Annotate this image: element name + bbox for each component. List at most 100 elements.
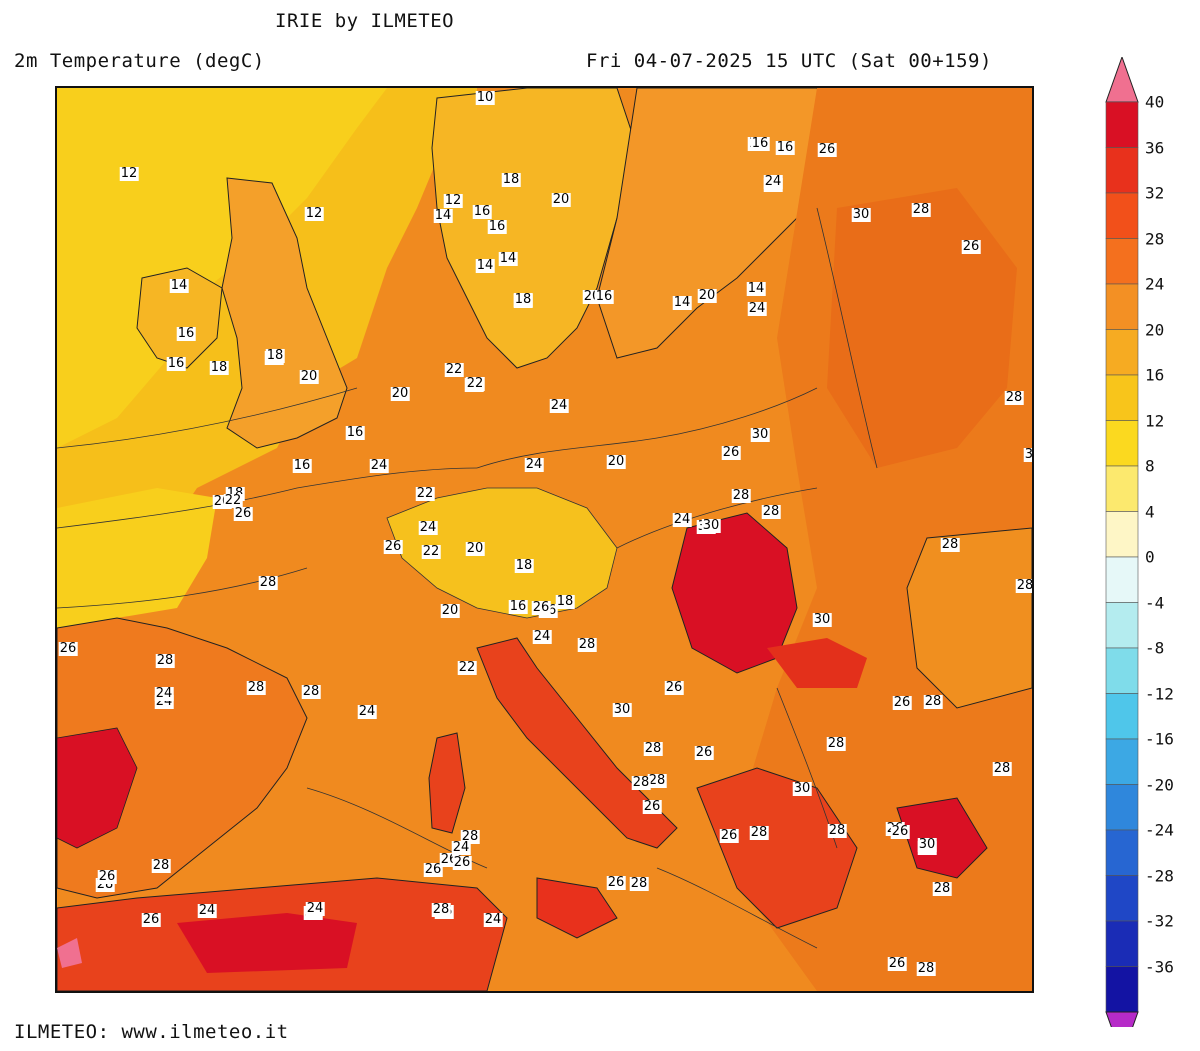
- colorbar-band: [1105, 829, 1139, 876]
- isotherm-label: 28: [916, 961, 936, 976]
- isotherm-label: 24: [357, 704, 377, 719]
- isotherm-label: 24: [369, 458, 389, 473]
- isotherm-label: 28: [827, 823, 847, 838]
- isotherm-label: 26: [97, 869, 117, 884]
- isotherm-label: 24: [483, 912, 503, 927]
- isotherm-label: 26: [58, 641, 78, 656]
- colorbar-tick-label: 32: [1145, 183, 1165, 203]
- isotherm-label: 20: [697, 288, 717, 303]
- turkey-hot-zone: [896, 797, 988, 879]
- colorbar-band: [1105, 374, 1139, 421]
- isotherm-label: 16: [508, 599, 528, 614]
- colorbar-band: [1105, 693, 1139, 740]
- isotherm-label: 26: [383, 539, 403, 554]
- isotherm-label: 26: [887, 956, 907, 971]
- isotherm-label: 26: [452, 855, 472, 870]
- colorbar-band: [1105, 192, 1139, 239]
- isotherm-label: 26: [606, 875, 626, 890]
- map-title: IRIE by ILMETEO: [275, 10, 455, 32]
- colorbar-tick-label: 0: [1145, 547, 1155, 567]
- isotherm-label: 14: [475, 258, 495, 273]
- isotherm-label: 16: [594, 289, 614, 304]
- isotherm-label: 26: [817, 142, 837, 157]
- isotherm-label: 26: [694, 745, 714, 760]
- isotherm-label: 28: [1004, 390, 1024, 405]
- isotherm-label: 12: [443, 193, 463, 208]
- isotherm-label: 28: [731, 488, 751, 503]
- isotherm-label: 18: [555, 594, 575, 609]
- isotherm-label: 28: [155, 653, 175, 668]
- isotherm-label: 28: [992, 761, 1012, 776]
- isotherm-label: 28: [940, 537, 960, 552]
- isotherm-label: 24: [418, 520, 438, 535]
- isotherm-label: 24: [549, 398, 569, 413]
- isotherm-label: 28: [911, 202, 931, 217]
- colorbar-tick-label: 8: [1145, 456, 1155, 476]
- isotherm-label: 30: [1023, 448, 1032, 462]
- isotherm-label: 26: [890, 824, 910, 839]
- isotherm-label: 30: [917, 837, 937, 852]
- colorbar-band: [1105, 875, 1139, 922]
- isotherm-label: 30: [701, 518, 721, 533]
- iberia: [57, 617, 308, 899]
- alps-cool-zone: [386, 487, 618, 619]
- isotherm-label: 28: [826, 736, 846, 751]
- isotherm-label: 26: [233, 506, 253, 521]
- isotherm-label: 28: [246, 680, 266, 695]
- russia-warm-zone: [827, 188, 1017, 468]
- isotherm-label: 26: [892, 695, 912, 710]
- isotherm-label: 12: [304, 206, 324, 221]
- isotherm-label: 28: [647, 773, 667, 788]
- run-info: Fri 04-07-2025 15 UTC (Sat 00+159): [586, 50, 992, 72]
- isotherm-label: 30: [792, 781, 812, 796]
- colorbar-tick-label: -28: [1145, 866, 1174, 885]
- colorbar-band: [1105, 465, 1139, 512]
- colorbar-tick-label: -36: [1145, 957, 1174, 976]
- isotherm-label: 28: [301, 684, 321, 699]
- isotherm-label: 28: [629, 876, 649, 891]
- isotherm-label: 16: [487, 219, 507, 234]
- colorbar-tick-label: 16: [1145, 365, 1165, 385]
- isotherm-label: 26: [423, 862, 443, 877]
- isotherm-label: 28: [932, 881, 952, 896]
- italy: [476, 637, 678, 849]
- isotherm-label: 24: [532, 629, 552, 644]
- footer-credit: ILMETEO: www.ilmeteo.it: [14, 1021, 289, 1043]
- colorbar-tick-label: -16: [1145, 729, 1174, 749]
- isotherm-label: 12: [119, 166, 139, 181]
- africa-hot-zone: [177, 913, 357, 973]
- isotherm-label: 24: [154, 686, 174, 701]
- colorbar-band: [1105, 283, 1139, 330]
- map-canvas: [57, 88, 1032, 991]
- isotherm-label: 18: [265, 348, 285, 363]
- isotherm-label: 28: [577, 637, 597, 652]
- isotherm-label: 26: [721, 445, 741, 460]
- isotherm-label: 28: [923, 694, 943, 709]
- isotherm-label: 22: [415, 486, 435, 501]
- colorbar-tick-label: 24: [1145, 274, 1165, 294]
- isotherm-label: 26: [961, 239, 981, 254]
- isotherm-label: 28: [151, 858, 171, 873]
- isotherm-label: 24: [747, 301, 767, 316]
- isotherm-label: 26: [664, 680, 684, 695]
- isotherm-label: 30: [812, 612, 832, 627]
- colorbar-tick-label: 28: [1145, 229, 1165, 248]
- isotherm-label: 14: [169, 278, 189, 293]
- colorbar-tick-label: -12: [1145, 684, 1174, 703]
- isotherm-label: 22: [457, 660, 477, 675]
- isotherm-label: 16: [472, 204, 492, 219]
- isotherm-label: 20: [440, 603, 460, 618]
- color-scale-bar: [1105, 57, 1139, 1027]
- isotherm-label: 16: [176, 326, 196, 341]
- isotherm-label: 24: [672, 512, 692, 527]
- colorbar-tick-label: 12: [1145, 411, 1165, 430]
- colorbar-band: [1105, 784, 1139, 831]
- isotherm-label: 26: [531, 600, 551, 615]
- isotherm-label: 14: [498, 251, 518, 266]
- isotherm-label: 28: [761, 504, 781, 519]
- isotherm-label: 22: [465, 376, 485, 391]
- ireland: [136, 267, 223, 369]
- balkan-hot-zone: [767, 638, 867, 688]
- colorbar-tick-label: -32: [1145, 911, 1174, 931]
- colorbar-band: [1105, 556, 1139, 603]
